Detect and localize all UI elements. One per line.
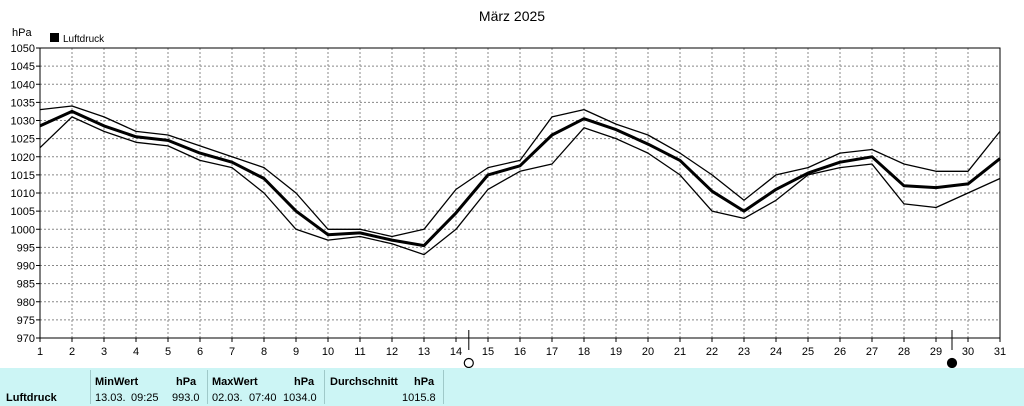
max-date: 02.03. <box>212 392 243 404</box>
y-tick-label: 1045 <box>11 61 35 73</box>
x-tick-label: 27 <box>866 346 878 358</box>
y-tick-label: 1005 <box>11 206 35 218</box>
x-tick-label: 19 <box>610 346 622 358</box>
min-date: 13.03. <box>95 392 126 404</box>
avg-value: 1015.8 <box>402 392 436 404</box>
x-tick-label: 21 <box>674 346 686 358</box>
x-tick-label: 14 <box>450 346 462 358</box>
x-tick-label: 8 <box>261 346 267 358</box>
y-tick-label: 980 <box>17 297 35 309</box>
x-tick-label: 30 <box>962 346 974 358</box>
max-time: 07:40 <box>249 392 277 404</box>
x-tick-label: 3 <box>101 346 107 358</box>
min-header: MinWert <box>95 376 139 388</box>
x-tick-label: 12 <box>386 346 398 358</box>
x-tick-label: 28 <box>898 346 910 358</box>
y-tick-label: 1000 <box>11 224 35 236</box>
x-tick-label: 25 <box>802 346 814 358</box>
y-tick-label: 970 <box>17 333 35 345</box>
y-tick-label: 975 <box>17 315 35 327</box>
y-axis-unit: hPa <box>12 27 32 39</box>
y-tick-label: 1030 <box>11 116 35 128</box>
new-moon-icon <box>946 357 958 368</box>
stats-divider <box>90 370 91 404</box>
series-group <box>39 105 1001 256</box>
series-line-mean <box>39 109 1001 248</box>
x-tick-label: 10 <box>322 346 334 358</box>
y-axis: 970 975 980 985 990 995 1000 1005 1010 1015 1020 10… <box>11 43 40 345</box>
full-moon-icon <box>463 357 474 368</box>
y-tick-label: 1035 <box>11 97 35 109</box>
chart-title: März 2025 <box>479 8 545 24</box>
max-value: 1034.0 <box>283 392 317 404</box>
y-tick-label: 990 <box>17 261 35 273</box>
grid <box>40 48 1000 338</box>
x-tick-label: 5 <box>165 346 171 358</box>
stats-divider <box>443 370 444 404</box>
min-unit: hPa <box>176 376 197 388</box>
max-header: MaxWert <box>212 376 258 388</box>
pressure-chart: März 2025 hPa Luftdruck 9709759809859909… <box>11 8 1006 368</box>
x-tick-label: 16 <box>514 346 526 358</box>
y-tick-label: 1010 <box>11 188 35 200</box>
x-tick-label: 11 <box>354 346 365 358</box>
y-tick-label: 995 <box>17 242 35 254</box>
x-tick-label: 18 <box>578 346 590 358</box>
legend-label: Luftdruck <box>63 34 105 45</box>
y-tick-label: 1050 <box>11 43 35 55</box>
x-tick-label: 24 <box>770 346 782 358</box>
moon-phases <box>463 330 958 368</box>
stats-label: Luftdruck <box>6 392 57 404</box>
x-tick-label: 15 <box>482 346 494 358</box>
x-tick-label: 1 <box>37 346 43 358</box>
x-tick-label: 13 <box>418 346 430 358</box>
legend-swatch <box>50 33 59 42</box>
x-tick-label: 17 <box>546 346 558 358</box>
x-tick-label: 29 <box>930 346 942 358</box>
x-tick-label: 6 <box>197 346 203 358</box>
avg-unit: hPa <box>414 376 435 388</box>
x-tick-label: 9 <box>293 346 299 358</box>
y-tick-label: 1025 <box>11 134 35 146</box>
min-value: 993.0 <box>172 392 200 404</box>
plot-frame <box>39 47 1001 339</box>
x-tick-label: 20 <box>642 346 654 358</box>
x-axis: 1 2 3 4 5 6 7 8 9 10 11 12 13 14 15 16 17 18 19 20 21 22 23 24 2… <box>37 338 1006 358</box>
y-tick-label: 1040 <box>11 79 35 91</box>
y-tick-label: 1020 <box>11 152 35 164</box>
series-line-min <box>39 116 1001 256</box>
stats-bar: Luftdruck MinWert hPa 13.03. 09:25 993.0… <box>0 368 1024 406</box>
series-line-max <box>39 105 1001 238</box>
y-tick-label: 1015 <box>11 170 35 182</box>
x-tick-label: 26 <box>834 346 846 358</box>
x-tick-label: 22 <box>706 346 718 358</box>
stats-divider <box>324 370 325 404</box>
x-tick-label: 7 <box>229 346 235 358</box>
x-tick-label: 23 <box>738 346 750 358</box>
x-tick-label: 4 <box>133 346 139 358</box>
x-tick-label: 2 <box>69 346 75 358</box>
stats-divider <box>207 370 208 404</box>
x-tick-label: 31 <box>994 346 1006 358</box>
max-unit: hPa <box>294 376 315 388</box>
avg-header: Durchschnitt <box>330 376 398 388</box>
min-time: 09:25 <box>131 392 159 404</box>
y-tick-label: 985 <box>17 279 35 291</box>
